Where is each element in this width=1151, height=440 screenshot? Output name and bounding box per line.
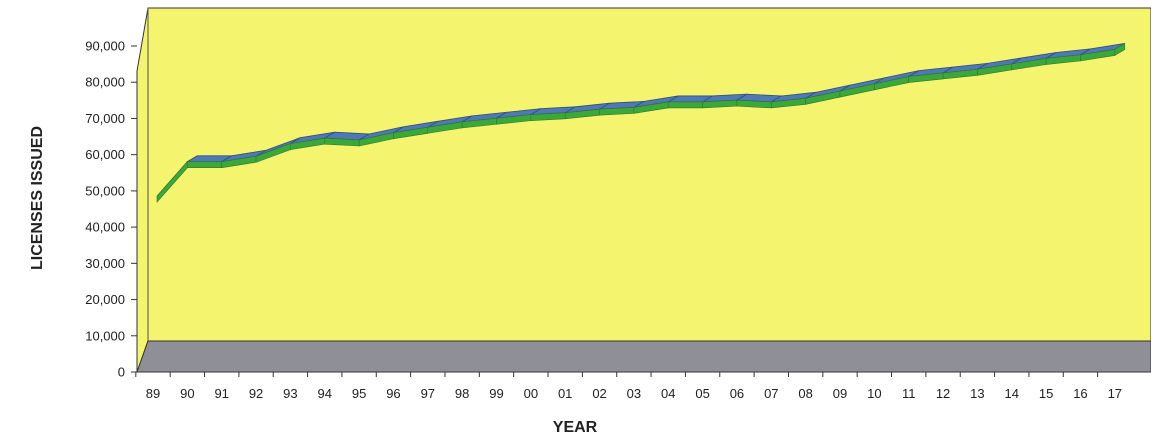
y-tick-label: 70,000 xyxy=(85,111,125,126)
x-tick-label: 95 xyxy=(352,386,366,401)
y-tick-label: 40,000 xyxy=(85,220,125,235)
y-tick-label: 60,000 xyxy=(85,147,125,162)
chart-floor xyxy=(136,340,1151,373)
x-tick-label: 12 xyxy=(936,386,950,401)
x-tick-label: 92 xyxy=(249,386,263,401)
y-tick-label: 30,000 xyxy=(85,256,125,271)
x-tick-label: 13 xyxy=(970,386,984,401)
x-tick-label: 91 xyxy=(214,386,228,401)
ribbon-front-segment xyxy=(187,161,222,169)
x-tick-label: 93 xyxy=(283,386,297,401)
x-tick-label: 01 xyxy=(558,386,572,401)
y-axis-title: LICENSES ISSUED xyxy=(29,126,46,270)
x-tick-label: 04 xyxy=(661,386,675,401)
y-tick-label: 90,000 xyxy=(85,39,125,54)
floor-face xyxy=(136,340,1151,373)
x-tick-label: 11 xyxy=(902,386,916,401)
y-tick-label: 0 xyxy=(118,365,125,380)
x-tick-label: 98 xyxy=(455,386,469,401)
x-tick-label: 05 xyxy=(695,386,709,401)
x-tick-label: 89 xyxy=(146,386,160,401)
x-axis-title: YEAR xyxy=(553,419,598,436)
ribbon-end-cap xyxy=(1114,42,1126,56)
x-tick-label: 10 xyxy=(867,386,881,401)
x-axis: 89 90 91 92 93 94 95 96 97 98 99 00 01 02 03 04 05 06 07 08… xyxy=(135,372,1122,401)
x-tick-label: 90 xyxy=(180,386,194,401)
x-tick-label: 16 xyxy=(1073,386,1087,401)
x-tick-label: 00 xyxy=(524,386,538,401)
ribbon-front-segment xyxy=(667,101,703,109)
x-tick-label: 07 xyxy=(764,386,778,401)
x-tick-label: 97 xyxy=(421,386,435,401)
x-tick-label: 02 xyxy=(592,386,606,401)
x-tick-label: 99 xyxy=(489,386,503,401)
line-series-ribbon xyxy=(156,42,1126,203)
x-tick-label: 17 xyxy=(1108,386,1122,401)
y-tick-label: 20,000 xyxy=(85,292,125,307)
x-tick-label: 14 xyxy=(1005,386,1019,401)
x-tick-label: 08 xyxy=(798,386,812,401)
x-tick-label: 09 xyxy=(833,386,847,401)
y-axis: 0 10,000 20,000 30,000 40,000 50,000 60,000 70,… xyxy=(85,39,138,380)
x-tick-label: 15 xyxy=(1039,386,1053,401)
x-tick-label: 03 xyxy=(627,386,641,401)
y-tick-label: 80,000 xyxy=(85,75,125,90)
x-tick-label: 96 xyxy=(386,386,400,401)
x-tick-label: 06 xyxy=(730,386,744,401)
y-tick-label: 50,000 xyxy=(85,183,125,198)
x-tick-label: 94 xyxy=(318,386,332,401)
y-tick-label: 10,000 xyxy=(85,328,125,343)
